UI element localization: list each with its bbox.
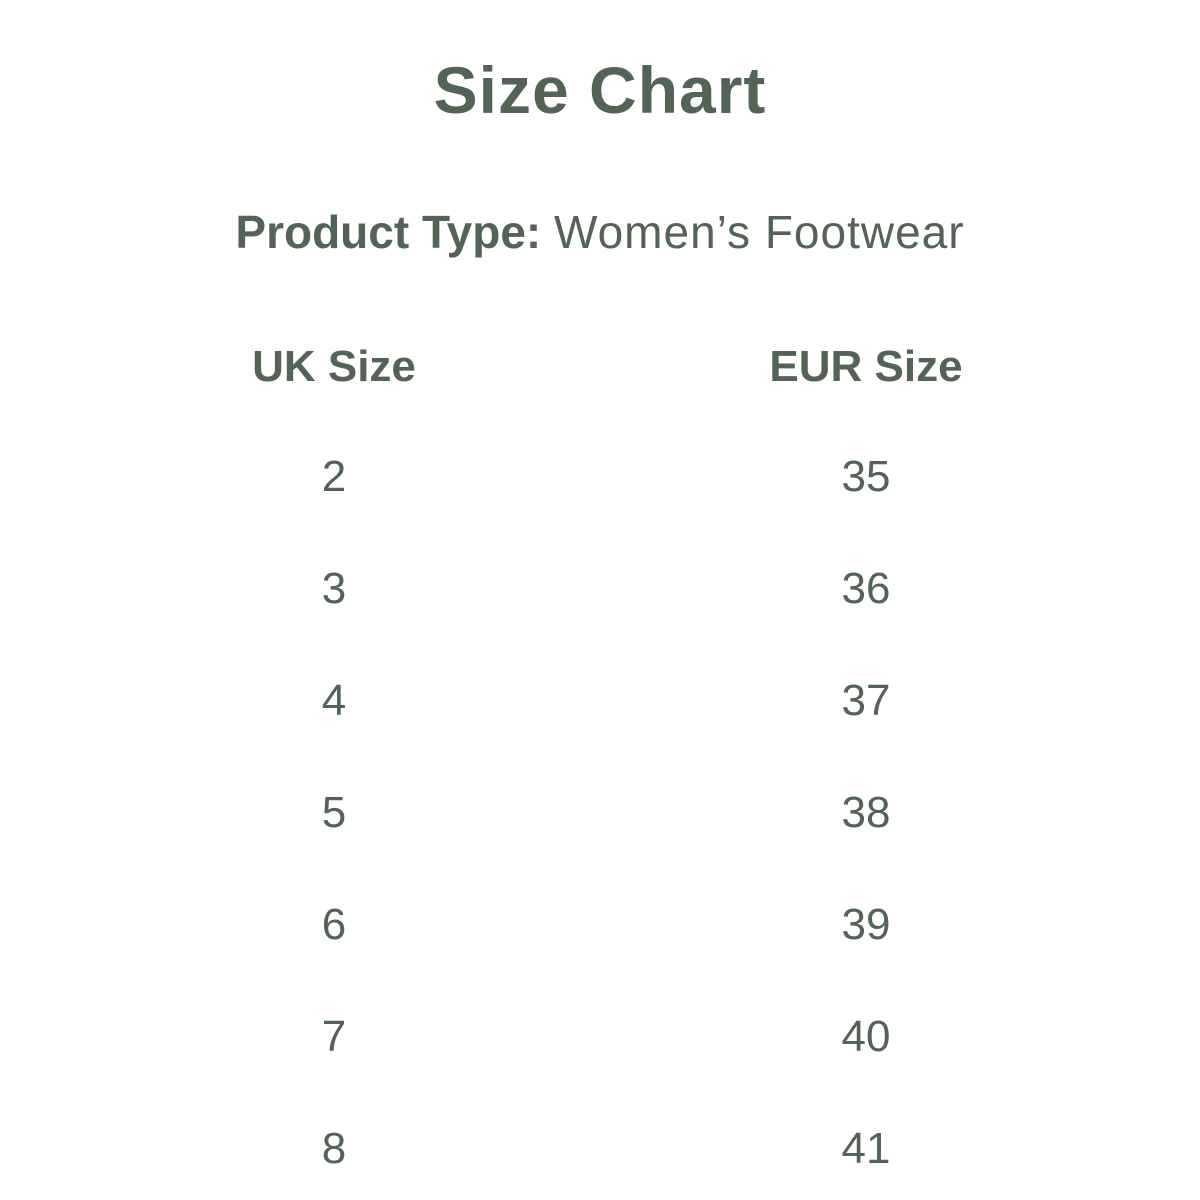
uk-size-cell: 7 [321, 1012, 347, 1061]
uk-size-cell: 5 [321, 788, 347, 837]
uk-size-cell: 3 [321, 564, 347, 613]
eur-size-cell: 39 [841, 900, 891, 949]
product-type-value: Women’s Footwear [554, 206, 965, 258]
product-type-label: Product Type: [235, 206, 542, 258]
eur-size-cell: 40 [841, 1012, 891, 1061]
eur-size-cell: 36 [841, 564, 891, 613]
product-type: Product Type: Women’s Footwear [0, 205, 1200, 259]
eur-size-header: EUR Size [769, 342, 963, 391]
uk-size-cell: 2 [321, 452, 347, 501]
eur-size-cell: 41 [841, 1124, 891, 1173]
page-title: Size Chart [433, 53, 767, 127]
uk-size-cell: 6 [321, 900, 347, 949]
uk-size-column: UK Size 2 3 4 5 6 7 8 [134, 0, 534, 1200]
uk-size-header: UK Size [252, 342, 416, 391]
uk-size-cell: 4 [321, 676, 347, 725]
eur-size-cell: 35 [841, 452, 891, 501]
eur-size-cell: 37 [841, 676, 891, 725]
uk-size-cell: 8 [321, 1124, 347, 1173]
eur-size-cell: 38 [841, 788, 891, 837]
eur-size-column: EUR Size 35 36 37 38 39 40 41 [666, 0, 1066, 1200]
